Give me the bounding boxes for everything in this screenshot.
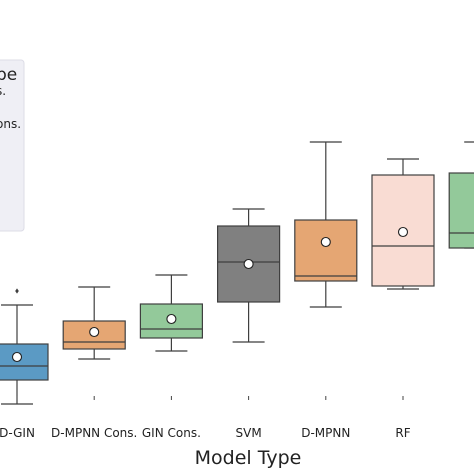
box-d-mpnn [294,141,358,308]
legend: pe s. ons. [0,59,25,232]
mean-marker [397,226,409,238]
iqr-box [448,172,474,249]
x-axis-title: Model Type [195,447,302,469]
iqr-box [294,219,358,282]
legend-title: pe [0,65,17,85]
mean-marker [243,258,254,270]
mean-marker [11,351,23,363]
boxes-layer [0,141,474,405]
legend-entry-3: ons. [0,117,21,131]
box-gin-cons [139,274,203,352]
iqr-box [0,343,49,381]
outlier-marker [15,288,19,294]
mean-marker [166,313,177,325]
legend-entry-1: s. [0,84,6,98]
x-tick-label-gin-cons: GIN Cons. [142,426,201,440]
x-tick-label-svm: SVM [236,426,262,440]
box-d-gin [0,288,49,405]
box-rf [371,158,435,290]
mean-marker [89,326,100,338]
legend-box [0,59,25,232]
box-g [448,141,474,249]
box-d-mpnn-cons [62,286,126,360]
x-tick-label-d-mpnn: D-MPNN [301,426,350,440]
x-tick-label-d-mpnn-cons: D-MPNN Cons. [51,426,137,440]
mean-marker [320,236,331,248]
x-tick-label-rf: RF [395,426,410,440]
x-tick-label-d-gin: D-GIN [0,426,35,440]
box-svm [217,208,281,343]
